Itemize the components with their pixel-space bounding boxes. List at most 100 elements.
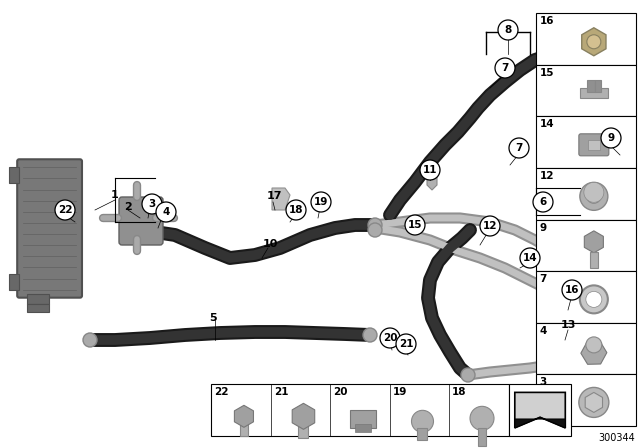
Text: 22: 22 (214, 388, 228, 397)
Bar (240, 416, 248, 436)
Bar (580, 88, 608, 98)
Circle shape (405, 215, 425, 235)
Text: 8: 8 (504, 25, 511, 35)
Text: 7: 7 (515, 143, 523, 153)
Text: 16: 16 (564, 285, 579, 295)
Text: 14: 14 (523, 253, 538, 263)
Polygon shape (555, 295, 585, 360)
Text: 12: 12 (483, 221, 497, 231)
Text: 5: 5 (209, 313, 217, 323)
Circle shape (368, 223, 382, 237)
Circle shape (412, 410, 433, 432)
Circle shape (55, 200, 75, 220)
Circle shape (286, 200, 306, 220)
Polygon shape (515, 417, 565, 428)
Circle shape (156, 202, 176, 222)
Text: 15: 15 (540, 68, 554, 78)
Bar (27, 294, 49, 304)
Bar (9, 274, 19, 290)
Text: 12: 12 (540, 171, 554, 181)
Circle shape (396, 334, 416, 354)
Bar (587, 80, 595, 92)
Bar (298, 416, 308, 438)
Text: 21: 21 (399, 339, 413, 349)
Text: 19: 19 (393, 388, 407, 397)
Bar (590, 252, 598, 268)
Text: 17: 17 (266, 191, 282, 201)
Text: 10: 10 (262, 239, 278, 249)
Text: 19: 19 (314, 197, 328, 207)
Bar (9, 167, 19, 183)
Text: 16: 16 (540, 17, 554, 26)
Text: 2: 2 (124, 202, 132, 212)
Text: 14: 14 (540, 120, 554, 129)
Text: 1: 1 (111, 190, 119, 200)
Text: 13: 13 (560, 320, 576, 330)
Text: 20: 20 (383, 333, 397, 343)
Text: 6: 6 (540, 197, 547, 207)
Bar (595, 80, 601, 92)
Circle shape (380, 328, 400, 348)
Text: 9: 9 (540, 223, 547, 233)
Text: 11: 11 (423, 165, 437, 175)
Circle shape (586, 337, 602, 353)
Text: 4: 4 (163, 207, 170, 217)
Circle shape (520, 248, 540, 268)
Bar (536, 168, 636, 220)
Text: 9: 9 (607, 133, 614, 143)
Text: 22: 22 (58, 205, 72, 215)
Text: 300344: 300344 (598, 433, 635, 443)
Circle shape (83, 333, 97, 347)
Circle shape (470, 406, 494, 431)
Text: 15: 15 (408, 220, 422, 230)
Circle shape (495, 58, 515, 78)
FancyBboxPatch shape (119, 197, 163, 245)
Bar (536, 271, 636, 323)
Circle shape (586, 291, 602, 307)
Circle shape (461, 368, 475, 382)
Circle shape (584, 182, 604, 202)
Bar (478, 428, 486, 446)
Text: 4: 4 (540, 326, 547, 336)
Bar (355, 424, 371, 432)
Circle shape (615, 155, 629, 169)
Circle shape (580, 285, 608, 314)
Circle shape (311, 192, 331, 212)
Polygon shape (427, 175, 437, 190)
Circle shape (509, 138, 529, 158)
Polygon shape (515, 392, 565, 428)
Text: 7: 7 (540, 274, 547, 284)
Circle shape (498, 20, 518, 40)
Bar (350, 410, 376, 428)
Bar (536, 323, 636, 374)
Bar (536, 374, 636, 426)
Text: 3: 3 (148, 199, 156, 209)
Bar (211, 384, 509, 436)
Circle shape (562, 280, 582, 300)
Circle shape (420, 160, 440, 180)
Text: 3: 3 (540, 377, 547, 387)
FancyBboxPatch shape (579, 134, 609, 156)
Circle shape (580, 182, 608, 211)
Circle shape (533, 192, 553, 212)
Bar (536, 65, 636, 116)
Bar (588, 140, 600, 150)
Text: 21: 21 (274, 388, 288, 397)
Circle shape (368, 218, 382, 232)
Text: 7: 7 (501, 63, 509, 73)
Bar (536, 220, 636, 271)
Circle shape (587, 35, 601, 49)
Circle shape (601, 128, 621, 148)
FancyBboxPatch shape (17, 159, 82, 297)
Text: 18: 18 (452, 388, 467, 397)
Text: 20: 20 (333, 388, 348, 397)
Text: 18: 18 (289, 205, 303, 215)
Bar (417, 428, 428, 440)
Circle shape (142, 194, 162, 214)
Bar (536, 116, 636, 168)
Circle shape (579, 388, 609, 418)
Circle shape (480, 216, 500, 236)
Circle shape (587, 190, 601, 203)
Bar (27, 304, 49, 312)
Bar (536, 13, 636, 65)
